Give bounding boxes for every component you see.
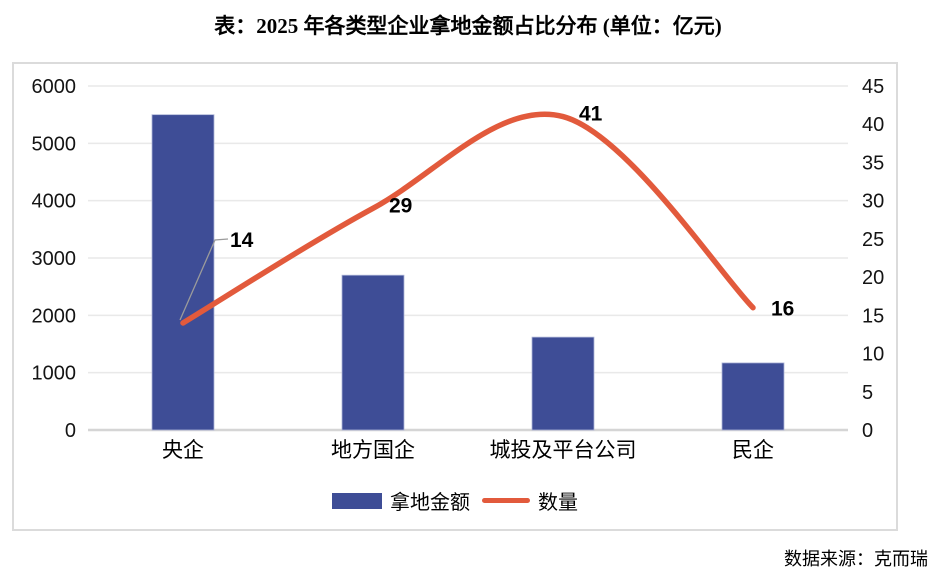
legend-line-label: 数量 [538,492,578,514]
right-axis-tick-label: 15 [862,305,884,327]
bar [721,362,785,431]
right-axis-tick-label: 30 [862,191,884,213]
left-axis-tick-label: 5000 [32,133,77,155]
left-axis-tick-label: 2000 [32,305,77,327]
chart-frame: 0 1000 2000 3000 4000 5000 6000 0 5 10 15 20 25 30 35 4… [12,62,898,531]
line-data-label: 41 [579,103,603,126]
right-axis-tick-label: 20 [862,267,884,289]
right-axis-tick-label: 0 [862,420,873,442]
right-axis-tick-label: 40 [862,114,884,136]
bar [151,114,215,431]
category-label: 央企 [162,438,204,462]
bar [531,336,595,431]
right-axis-tick-label: 5 [862,382,873,404]
category-label: 地方国企 [331,438,415,462]
chart-legend: 拿地金额 数量 [14,486,896,515]
category-label: 城投及平台公司 [490,438,637,462]
right-axis-tick-label: 10 [862,344,884,366]
category-label: 民企 [732,438,774,462]
left-axis-tick-label: 3000 [32,248,77,270]
data-source: 数据来源：克而瑞 [784,549,928,569]
line-data-label: 14 [230,229,254,252]
left-axis-tick-label: 6000 [32,76,77,98]
legend-bar-label: 拿地金额 [390,492,470,514]
left-axis-tick-label: 4000 [32,191,77,213]
right-axis-tick-label: 25 [862,229,884,251]
right-axis-tick-label: 35 [862,152,884,174]
right-axis-tick-label: 45 [862,76,884,98]
left-axis-tick-label: 1000 [32,363,77,385]
bar [341,274,405,431]
combo-chart: 0 1000 2000 3000 4000 5000 6000 0 5 10 15 20 25 30 35 4… [32,76,885,462]
legend-bar-swatch-icon [332,492,382,509]
left-axis-tick-label: 0 [65,420,76,442]
data-label-leader-line [179,238,229,321]
chart-title: 表：2025 年各类型企业拿地金额占比分布 (单位：亿元) [214,14,722,38]
legend-line-swatch-icon [482,498,530,503]
line-data-label: 16 [771,298,794,321]
line-series [180,111,756,326]
line-data-label: 29 [389,194,412,217]
